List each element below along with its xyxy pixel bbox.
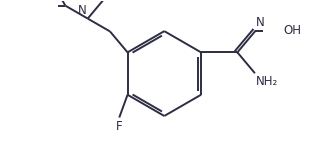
Text: NH₂: NH₂: [256, 75, 278, 88]
Text: N: N: [256, 16, 265, 29]
Text: N: N: [78, 4, 87, 17]
Text: F: F: [116, 120, 123, 133]
Text: OH: OH: [283, 24, 301, 37]
